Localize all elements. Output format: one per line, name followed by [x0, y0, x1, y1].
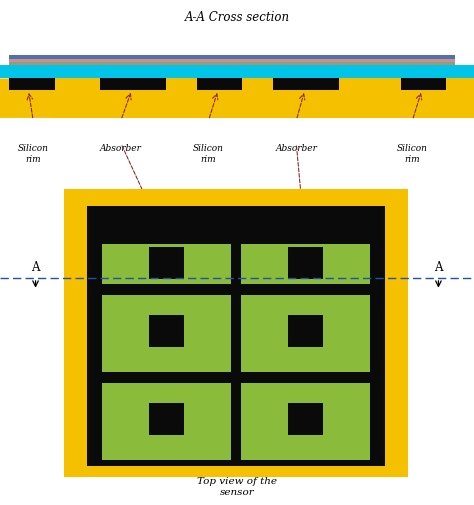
Bar: [0, 66, 474, 79]
Bar: [19, 56, 455, 60]
Bar: [102, 295, 230, 372]
Bar: [149, 247, 183, 280]
Bar: [9, 63, 55, 66]
Text: A: A: [434, 261, 443, 273]
Bar: [100, 67, 166, 91]
Bar: [102, 245, 230, 284]
Bar: [100, 66, 166, 79]
Text: Silicon
rim: Silicon rim: [18, 144, 49, 163]
Bar: [273, 63, 339, 66]
Bar: [401, 56, 446, 60]
Bar: [288, 247, 323, 280]
Bar: [273, 56, 339, 60]
Text: Absorber: Absorber: [100, 144, 142, 153]
Bar: [288, 403, 323, 435]
Bar: [9, 60, 55, 63]
Bar: [100, 60, 166, 63]
Bar: [401, 60, 446, 63]
Bar: [273, 67, 339, 91]
Bar: [87, 207, 385, 466]
Bar: [102, 383, 230, 460]
Text: Silicon
rim: Silicon rim: [193, 144, 224, 163]
Bar: [149, 403, 183, 435]
Bar: [401, 63, 446, 66]
Bar: [241, 383, 370, 460]
Text: Top view of the
sensor: Top view of the sensor: [197, 477, 277, 496]
Text: Absorber: Absorber: [275, 144, 317, 153]
Bar: [100, 63, 166, 66]
Polygon shape: [410, 79, 474, 119]
Text: A-A Cross section: A-A Cross section: [184, 11, 290, 24]
Bar: [241, 245, 370, 284]
Bar: [9, 66, 55, 79]
Bar: [401, 66, 446, 79]
Bar: [273, 66, 339, 79]
Bar: [273, 60, 339, 63]
Text: A: A: [31, 261, 40, 273]
Bar: [197, 56, 242, 60]
Bar: [197, 60, 242, 63]
Bar: [197, 63, 242, 66]
Bar: [401, 67, 446, 91]
Bar: [288, 315, 323, 347]
Bar: [100, 56, 166, 60]
Bar: [197, 67, 242, 91]
Text: Silicon
rim: Silicon rim: [397, 144, 428, 163]
Bar: [19, 60, 455, 63]
Polygon shape: [0, 79, 64, 119]
Bar: [197, 66, 242, 79]
Bar: [241, 295, 370, 372]
Bar: [64, 189, 408, 477]
Bar: [9, 67, 55, 91]
Bar: [19, 63, 455, 66]
Bar: [149, 315, 183, 347]
Bar: [50, 78, 424, 119]
Bar: [9, 56, 55, 60]
